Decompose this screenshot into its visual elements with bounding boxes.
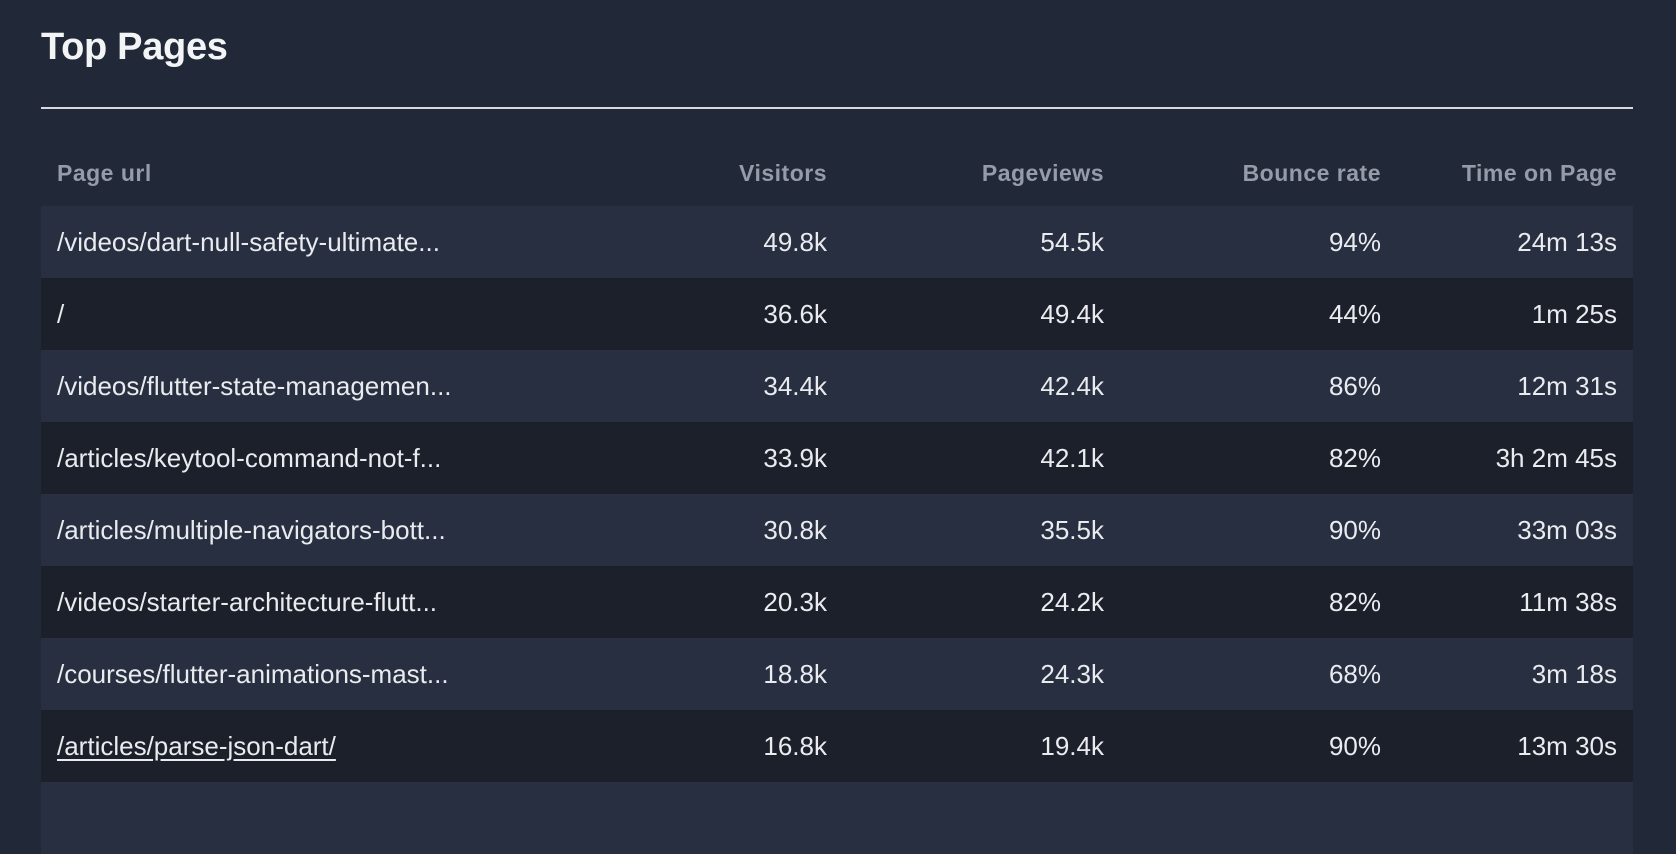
time-on-page-value: 24m 13s [1517, 226, 1617, 257]
visitors-value: 33.9k [763, 442, 827, 473]
top-pages-table: Page url Visitors Pageviews Bounce rate … [41, 140, 1633, 854]
table-header: Page url Visitors Pageviews Bounce rate … [41, 140, 1633, 206]
pageviews-value: 42.4k [1040, 370, 1104, 401]
pageviews-value: 49.4k [1040, 298, 1104, 329]
table-row[interactable]: /articles/keytool-command-not-f... 33.9k 4… [41, 422, 1633, 494]
page-url-link[interactable]: /courses/flutter-animations-mast... [57, 658, 449, 689]
visitors-value: 20.3k [763, 586, 827, 617]
column-header-visitors[interactable]: Visitors [739, 159, 827, 186]
page-url-link[interactable]: /videos/flutter-state-managemen... [57, 370, 452, 401]
column-header-time-on-page[interactable]: Time on Page [1461, 159, 1617, 186]
visitors-value: 30.8k [763, 514, 827, 545]
table-row[interactable]: /videos/dart-null-safety-ultimate... 49.8… [41, 206, 1633, 278]
bounce-rate-value: 44% [1328, 298, 1381, 329]
column-header-bounce-rate[interactable]: Bounce rate [1242, 159, 1381, 186]
bounce-rate-value: 82% [1328, 442, 1381, 473]
bounce-rate-value: 82% [1328, 586, 1381, 617]
table-row[interactable]: /articles/parse-json-dart/16.8k 19.4k 90% 1… [41, 710, 1633, 782]
page-url-link[interactable]: /articles/parse-json-dart/ [57, 730, 336, 761]
visitors-value: 36.6k [763, 298, 827, 329]
table-row[interactable]: / 36.6k 49.4k 44% 1m 25s [41, 278, 1633, 350]
pageviews-value: 54.5k [1040, 226, 1104, 257]
pageviews-value: 24.3k [1040, 658, 1104, 689]
page-url-link[interactable]: /articles/multiple-navigators-bott... [57, 514, 446, 545]
panel-title: Top Pages [41, 26, 228, 68]
page-url-link[interactable]: /videos/dart-null-safety-ultimate... [57, 226, 440, 257]
bounce-rate-value: 86% [1328, 370, 1381, 401]
pageviews-value: 24.2k [1040, 586, 1104, 617]
table-body: /videos/dart-null-safety-ultimate... 49.8… [41, 206, 1633, 854]
bounce-rate-value: 90% [1328, 514, 1381, 545]
time-on-page-value: 3m 18s [1531, 658, 1617, 689]
table-row[interactable]: /courses/flutter-animations-mast... 18.8k… [41, 638, 1633, 710]
pageviews-value: 19.4k [1040, 730, 1104, 761]
time-on-page-value: 11m 38s [1519, 586, 1617, 617]
table-row[interactable]: /articles/multiple-navigators-bott... 30.… [41, 494, 1633, 566]
pageviews-value: 42.1k [1040, 442, 1104, 473]
table-row[interactable] [41, 782, 1633, 854]
bounce-rate-value: 94% [1328, 226, 1381, 257]
visitors-value: 18.8k [763, 658, 827, 689]
table-row[interactable]: /videos/starter-architecture-flutt... 20.… [41, 566, 1633, 638]
time-on-page-value: 3h 2m 45s [1495, 442, 1617, 473]
bounce-rate-value: 90% [1328, 730, 1381, 761]
page-url-link[interactable]: / [57, 298, 65, 329]
page-url-link[interactable]: /articles/keytool-command-not-f... [57, 442, 442, 473]
visitors-value: 34.4k [763, 370, 827, 401]
visitors-value: 49.8k [763, 226, 827, 257]
pageviews-value: 35.5k [1040, 514, 1104, 545]
column-header-pageviews[interactable]: Pageviews [981, 159, 1104, 186]
time-on-page-value: 13m 30s [1517, 730, 1617, 761]
page-url-link[interactable]: /videos/starter-architecture-flutt... [57, 586, 438, 617]
time-on-page-value: 1m 25s [1531, 298, 1617, 329]
visitors-value: 16.8k [763, 730, 827, 761]
time-on-page-value: 12m 31s [1517, 370, 1617, 401]
column-header-page-url[interactable]: Page url [57, 159, 152, 186]
bounce-rate-value: 68% [1328, 658, 1381, 689]
time-on-page-value: 33m 03s [1517, 514, 1617, 545]
table-row[interactable]: /videos/flutter-state-managemen... 34.4k 4… [41, 350, 1633, 422]
title-divider [41, 107, 1633, 109]
